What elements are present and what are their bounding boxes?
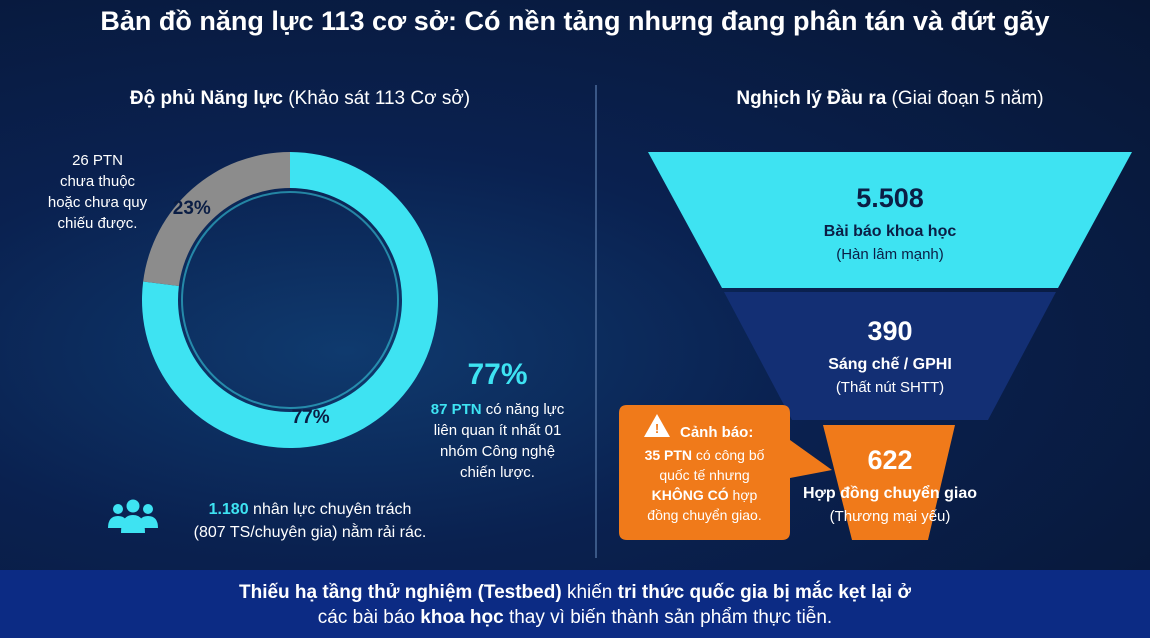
cyan-note: 87 PTN có năng lực liên quan ít nhất 01 nh…: [400, 399, 595, 483]
text-line: Nghịch lý Đầu ra (Giai đoạn 5 năm): [650, 88, 1130, 110]
text-part: có năng lực: [481, 401, 565, 418]
text-line: 1.180 nhân lực chuyên trách: [165, 498, 455, 521]
donut-inner-ring: [181, 191, 399, 409]
text-line: hoặc chưa quy: [47, 194, 148, 211]
text-line: các bài báo khoa học thay vì biến thành …: [0, 605, 1150, 630]
stage-label: Sáng chế / GPHI: [828, 356, 952, 373]
text-line: liên quan ít nhất 01: [400, 420, 595, 441]
text-part: KHÔNG CÓ: [651, 487, 729, 503]
text-part: 1.180: [208, 501, 249, 518]
text-line: chưa thuộc: [59, 173, 136, 190]
text-part: nhân lực chuyên trách: [248, 501, 412, 518]
text-part: (807 TS/chuyên gia) nằm rải rác.: [193, 524, 427, 541]
warning-icon-mark: !: [655, 421, 659, 436]
stage-label: Hợp đồng chuyển giao: [803, 484, 977, 502]
donut-label: 23%: [173, 198, 211, 219]
text-line: nhóm Công nghệ: [400, 441, 595, 462]
right-heading: Nghịch lý Đầu ra (Giai đoạn 5 năm): [650, 88, 1130, 110]
stage-label: Bài báo khoa học: [824, 223, 957, 240]
text-line: 26 PTN: [72, 152, 123, 169]
stage-value: 5.508: [856, 183, 924, 213]
text-line: 35 PTN có công bố: [619, 445, 790, 465]
funnel-stage: [648, 152, 1132, 288]
text-part: khiến: [561, 582, 618, 603]
text-part: (Khảo sát 113 Cơ sở): [282, 88, 471, 109]
text-part: liên quan ít nhất 01: [433, 422, 562, 439]
text-part: tri thức quốc gia bị mắc kẹt lại ở: [617, 582, 911, 603]
text-part: quốc tế nhưng: [659, 467, 750, 483]
stage-note: (Hàn lâm mạnh): [836, 246, 944, 263]
stage-value: 622: [867, 445, 912, 475]
warning-callout: [619, 405, 832, 540]
text-part: Nghịch lý Đầu ra: [736, 88, 887, 109]
stage-note: (Thương mại yếu): [830, 508, 951, 525]
donut-label: 77%: [292, 407, 330, 428]
warning-text: 35 PTN có công bố quốc tế nhưng KHÔNG CÓ h…: [619, 445, 790, 525]
people-icon: [108, 499, 158, 533]
warning-icon: [644, 414, 670, 437]
warning-title: Cảnh báo:: [680, 424, 754, 441]
text-part: 87 PTN: [430, 401, 482, 418]
text-part: khoa học: [420, 607, 504, 628]
text-part: chiến lược.: [460, 464, 535, 481]
big-share-label: 77%: [467, 358, 528, 391]
stage-value: 390: [867, 316, 912, 346]
text-part: Độ phủ Năng lực: [129, 88, 283, 109]
text-part: Thiếu hạ tầng thử nghiệm (Testbed): [238, 582, 562, 603]
text-part: đồng chuyển giao.: [647, 507, 762, 523]
text-line: Thiếu hạ tầng thử nghiệm (Testbed) khiến…: [0, 580, 1150, 605]
text-line: 87 PTN có năng lực: [400, 399, 595, 420]
stage-note: (Thất nút SHTT): [836, 379, 944, 396]
title: Bản đồ năng lực 113 cơ sở: Có nền tảng n…: [100, 6, 1050, 36]
text-line: (807 TS/chuyên gia) nằm rải rác.: [165, 521, 455, 544]
text-part: 35 PTN: [644, 447, 693, 463]
text-line: quốc tế nhưng: [619, 465, 790, 485]
banner-text: Thiếu hạ tầng thử nghiệm (Testbed) khiến…: [0, 580, 1150, 630]
text-part: các bài báo: [317, 607, 421, 628]
text-part: hợp: [728, 487, 758, 503]
funnel-stage: [724, 292, 1056, 420]
text-part: nhóm Công nghệ: [439, 443, 556, 460]
text-part: thay vì biến thành sản phẩm thực tiễn.: [503, 607, 833, 628]
text-part: (Giai đoạn 5 năm): [886, 88, 1044, 109]
text-line: chiếu được.: [57, 215, 138, 232]
text-line: chiến lược.: [400, 462, 595, 483]
text-line: KHÔNG CÓ hợp: [619, 485, 790, 505]
banner-bg: [0, 570, 1150, 638]
left-heading: Độ phủ Năng lực (Khảo sát 113 Cơ sở): [60, 88, 540, 110]
gray-note: 26 PTN chưa thuộc hoặc chưa quy chiếu được.: [30, 150, 165, 234]
text-line: Độ phủ Năng lực (Khảo sát 113 Cơ sở): [60, 88, 540, 110]
text-part: có công bố: [692, 447, 765, 463]
text-line: đồng chuyển giao.: [619, 505, 790, 525]
funnel-stage: [823, 425, 955, 540]
staff-note: 1.180 nhân lực chuyên trách (807 TS/chuyê…: [165, 498, 455, 544]
donut-segment: [143, 152, 290, 286]
